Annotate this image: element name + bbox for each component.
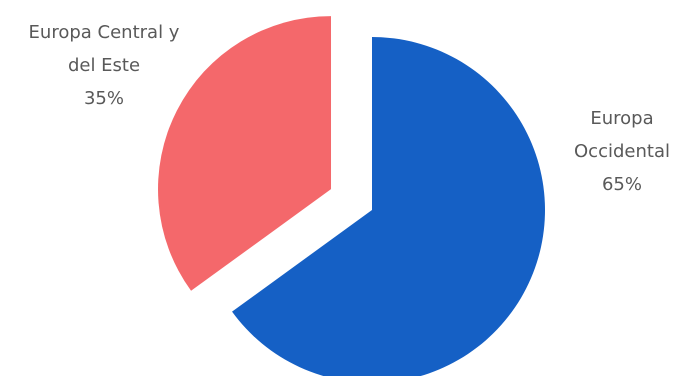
slice-1-name-label: Europa Central y xyxy=(29,22,180,43)
pie-slice-1 xyxy=(158,16,332,291)
slice-0-name-label: Occidental xyxy=(574,141,670,162)
slice-1-name-label: del Este xyxy=(68,55,140,76)
pie-slice-0 xyxy=(232,37,545,376)
slice-0-percent-label: 65% xyxy=(602,174,642,195)
slices-group xyxy=(158,16,545,376)
labels-group: Europa Occidental 65% Europa Central y del E… xyxy=(29,22,670,195)
slice-1-percent-label: 35% xyxy=(84,88,124,109)
slice-0-name-label: Europa xyxy=(590,108,653,129)
